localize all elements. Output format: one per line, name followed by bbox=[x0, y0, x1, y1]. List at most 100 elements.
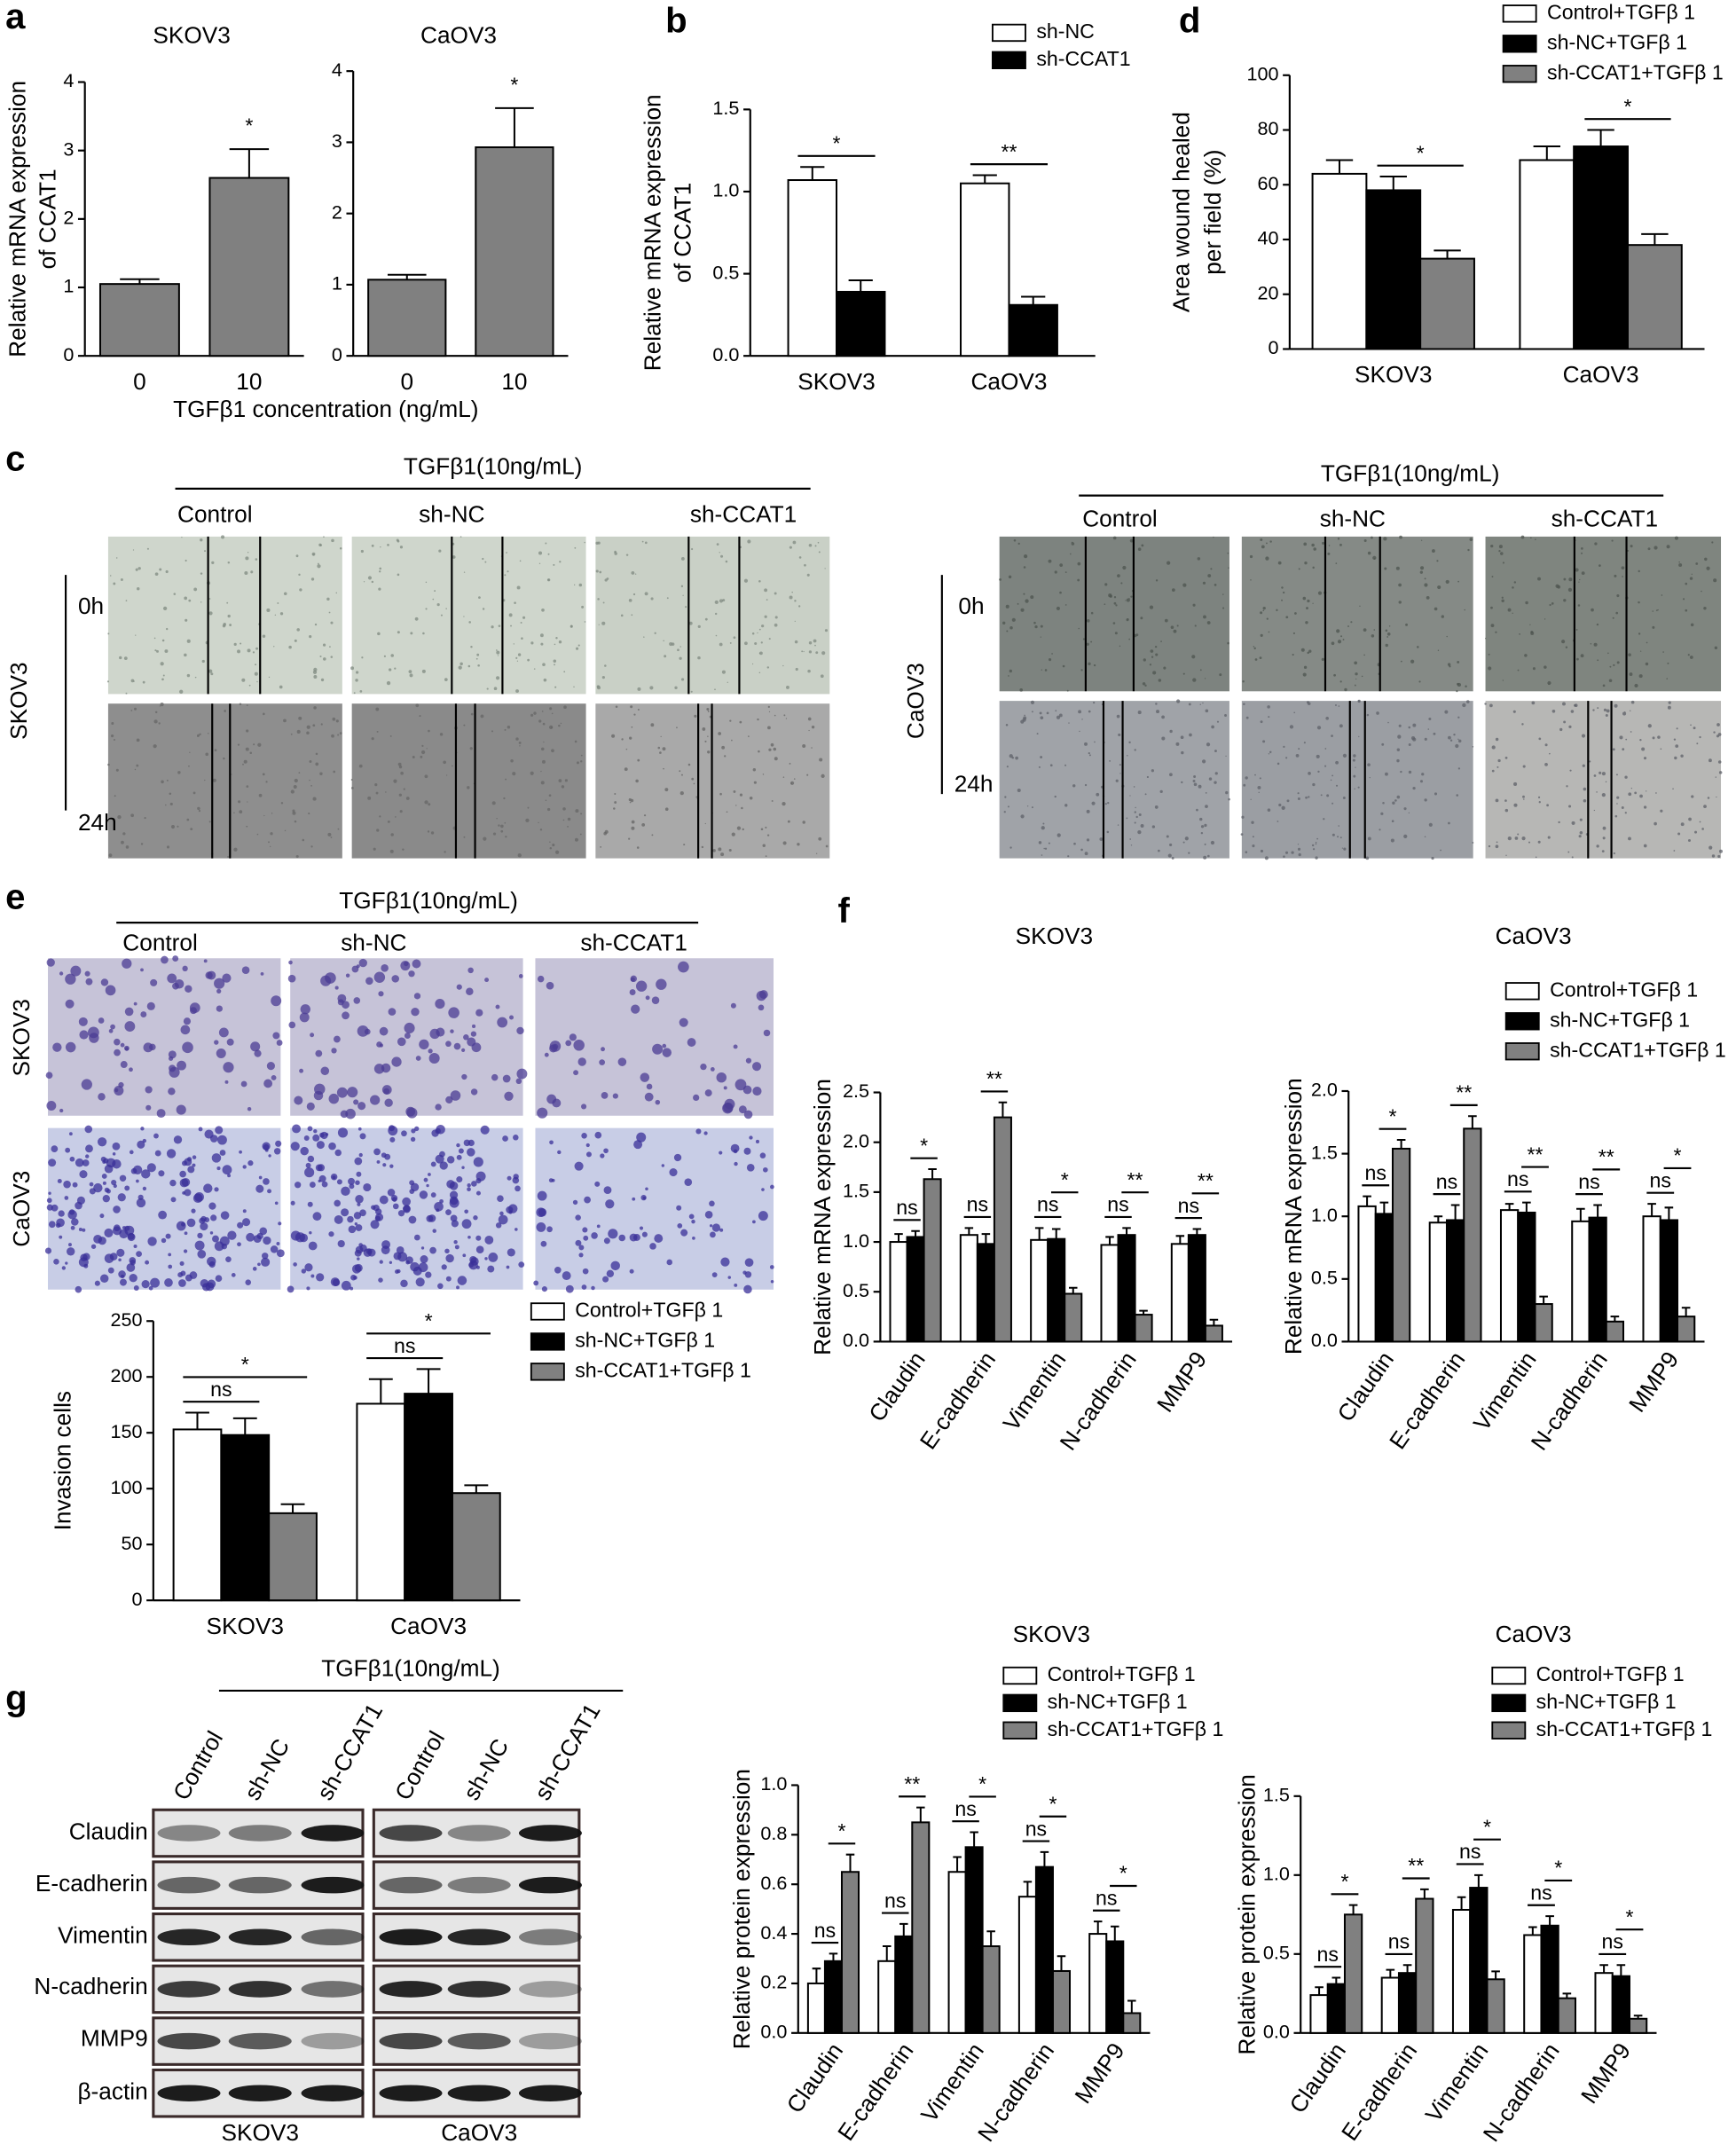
cell-spot bbox=[1457, 738, 1459, 741]
cell-spot bbox=[500, 824, 504, 829]
cell-spot bbox=[739, 793, 743, 797]
cell-spot bbox=[370, 1220, 380, 1229]
cell-spot bbox=[328, 1093, 340, 1104]
cell-spot bbox=[679, 646, 681, 648]
cell-spot bbox=[376, 1160, 381, 1164]
blot-band bbox=[301, 1876, 365, 1894]
cell-spot bbox=[1222, 593, 1224, 595]
cell-spot bbox=[1109, 760, 1112, 762]
cell-spot bbox=[165, 569, 169, 574]
cell-spot bbox=[129, 1257, 137, 1264]
cell-spot bbox=[1531, 701, 1536, 705]
cell-spot bbox=[1449, 739, 1453, 742]
bar bbox=[1611, 1975, 1630, 2034]
cell-spot bbox=[1324, 765, 1327, 767]
cell-spot bbox=[1005, 723, 1009, 726]
cell-spot bbox=[386, 680, 391, 686]
cell-spot bbox=[747, 539, 751, 544]
cell-spot bbox=[1067, 855, 1070, 858]
cell-spot bbox=[298, 772, 301, 774]
cell-spot bbox=[789, 546, 792, 549]
cell-spot bbox=[1678, 563, 1683, 568]
cell-spot bbox=[499, 1211, 504, 1216]
cell-spot bbox=[410, 1182, 420, 1192]
error-bar bbox=[1616, 1964, 1626, 1976]
cell-spot bbox=[130, 679, 135, 683]
cell-spot bbox=[221, 1243, 228, 1250]
cell-spot bbox=[439, 1161, 448, 1170]
cell-spot bbox=[1708, 758, 1712, 763]
cell-spot bbox=[581, 605, 585, 609]
cell-spot bbox=[434, 590, 436, 593]
cell-line-label: SKOV3 bbox=[5, 662, 32, 739]
cell-spot bbox=[1214, 750, 1217, 752]
error-bar bbox=[953, 1856, 962, 1873]
cell-spot bbox=[1714, 646, 1718, 650]
x-tick-label: SKOV3 bbox=[797, 368, 875, 395]
cell-spot bbox=[212, 1235, 219, 1243]
cell-spot bbox=[1400, 660, 1402, 663]
cell-spot bbox=[744, 641, 748, 646]
bar bbox=[1034, 1865, 1054, 2034]
error-bar bbox=[1209, 1318, 1219, 1326]
cell-spot bbox=[458, 665, 462, 670]
cell-spot bbox=[374, 783, 378, 787]
cell-spot bbox=[379, 1260, 383, 1264]
cell-spot bbox=[1311, 844, 1315, 847]
error-bar bbox=[1363, 1195, 1371, 1206]
cell-spot bbox=[1337, 640, 1342, 644]
cell-spot bbox=[530, 771, 534, 775]
cell-spot bbox=[397, 631, 400, 634]
micrograph bbox=[351, 703, 586, 859]
cell-spot bbox=[177, 1060, 186, 1071]
cell-spot bbox=[758, 628, 761, 631]
cell-spot bbox=[1330, 779, 1332, 781]
y-tick-label: 1.0 bbox=[760, 1772, 787, 1795]
cell-spot bbox=[429, 1246, 436, 1254]
cell-spot bbox=[191, 1208, 196, 1213]
cell-spot bbox=[473, 1215, 478, 1221]
cell-spot bbox=[467, 1187, 471, 1192]
cell-spot bbox=[1628, 653, 1631, 656]
cell-spot bbox=[1421, 773, 1425, 776]
cell-spot bbox=[1276, 762, 1280, 766]
cell-spot bbox=[310, 577, 315, 581]
cell-spot bbox=[421, 669, 426, 673]
cell-spot bbox=[263, 814, 265, 817]
cell-spot bbox=[363, 581, 365, 583]
cell-spot bbox=[1624, 812, 1627, 814]
cell-spot bbox=[632, 1197, 636, 1201]
significance-label: * bbox=[245, 114, 253, 137]
cell-spot bbox=[216, 988, 222, 994]
cell-spot bbox=[1424, 577, 1426, 580]
cell-spot bbox=[1396, 748, 1401, 751]
cell-spot bbox=[765, 855, 767, 858]
cell-spot bbox=[1701, 828, 1704, 830]
group-label: Control bbox=[177, 501, 253, 528]
blot-band bbox=[379, 1876, 443, 1894]
cell-spot bbox=[815, 852, 818, 854]
cell-spot bbox=[1420, 566, 1425, 570]
y-tick-label: 0.5 bbox=[1311, 1267, 1338, 1289]
cell-spot bbox=[1096, 792, 1100, 797]
cell-spot bbox=[1311, 543, 1315, 547]
legend-swatch bbox=[530, 1363, 565, 1381]
cell-spot bbox=[1615, 611, 1619, 615]
cell-spot bbox=[1064, 804, 1068, 807]
cell-spot bbox=[515, 1228, 518, 1231]
cell-spot bbox=[1691, 795, 1694, 798]
cell-spot bbox=[578, 583, 583, 587]
cell-spot bbox=[553, 563, 555, 566]
group-label: sh-NC bbox=[419, 501, 484, 528]
cell-spot bbox=[1017, 788, 1021, 792]
cell-spot bbox=[574, 1161, 584, 1171]
cell-spot bbox=[716, 1072, 727, 1083]
cell-spot bbox=[1624, 775, 1628, 779]
cell-spot bbox=[1166, 561, 1171, 565]
cell-spot bbox=[553, 659, 557, 663]
cell-spot bbox=[111, 734, 114, 738]
cell-spot bbox=[203, 959, 208, 963]
error-bar bbox=[368, 1378, 393, 1404]
cell-spot bbox=[1262, 740, 1266, 743]
cell-spot bbox=[114, 1049, 121, 1056]
